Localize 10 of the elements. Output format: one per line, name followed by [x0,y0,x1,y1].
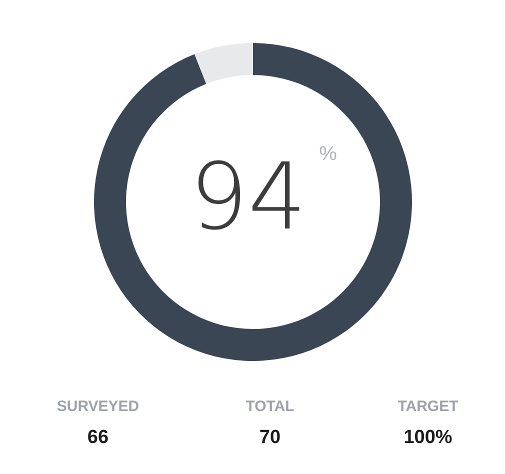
text: 66 [86,427,110,449]
data-label: 94 [189,144,307,250]
donut-slice [194,43,253,84]
donut-slice [94,43,412,361]
text: 100% [402,427,454,449]
text: TOTAL [244,398,296,415]
text: 70 [258,427,282,449]
text: % [319,143,338,165]
text: SURVEYED [56,398,140,415]
text: TARGET [396,398,460,415]
